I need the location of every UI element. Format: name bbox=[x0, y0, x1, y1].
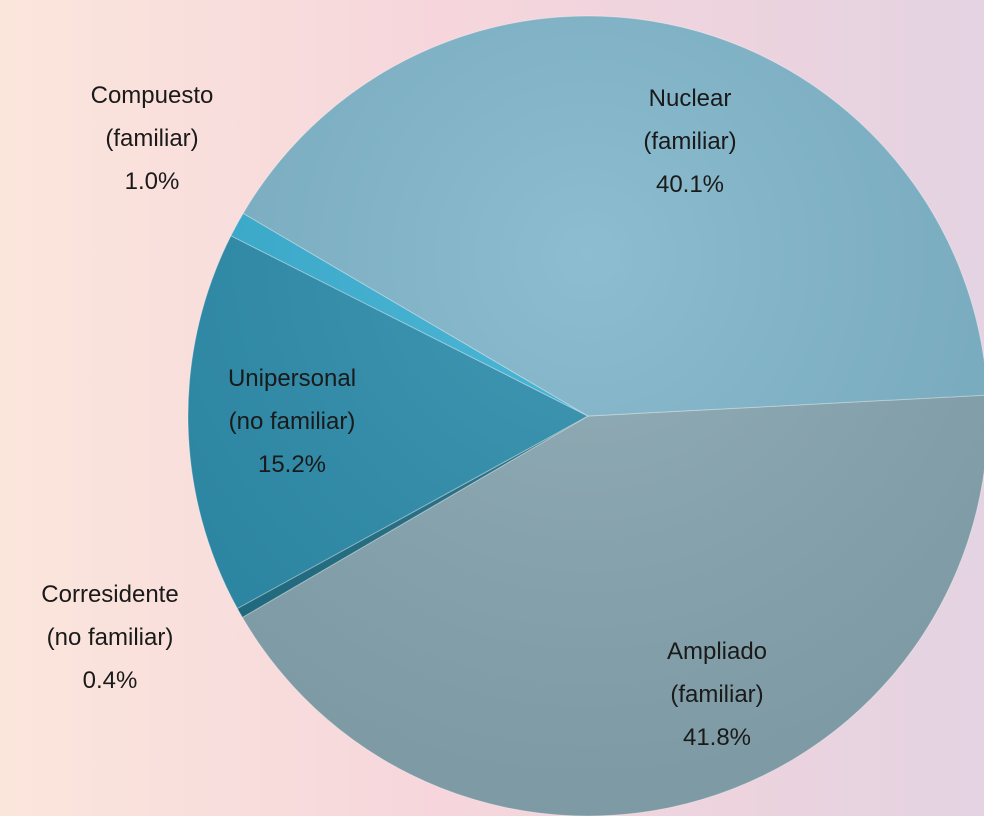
value-label: 41.8% bbox=[682, 724, 752, 751]
value-label: 1.0% bbox=[124, 168, 180, 195]
value-label: 40.1% bbox=[655, 171, 725, 198]
value-label: 15.2% bbox=[257, 451, 327, 478]
category-label: Corresidente (no familiar) bbox=[41, 581, 179, 651]
category-label: Unipersonal (no familiar) bbox=[227, 365, 357, 435]
category-label: Ampliado (familiar) bbox=[666, 638, 768, 708]
slice-label: Nuclear (familiar) 40.1% bbox=[570, 77, 810, 206]
category-label: Nuclear (familiar) bbox=[643, 85, 737, 155]
value-label: 0.4% bbox=[82, 667, 138, 694]
slice-label: Unipersonal (no familiar) 15.2% bbox=[172, 357, 412, 486]
category-label: Compuesto (familiar) bbox=[90, 82, 214, 152]
slice-label: Ampliado (familiar) 41.8% bbox=[597, 630, 837, 759]
slice-label: Corresidente (no familiar) 0.4% bbox=[0, 573, 230, 702]
slice-label: Compuesto (familiar) 1.0% bbox=[32, 74, 272, 203]
